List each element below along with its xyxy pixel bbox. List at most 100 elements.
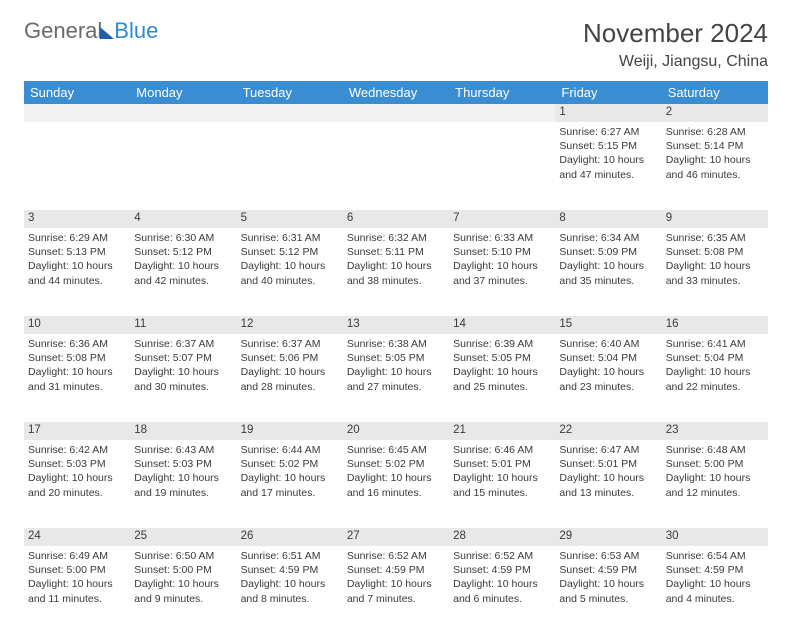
daylight-text: Daylight: 10 hours and 47 minutes. — [559, 153, 657, 181]
daylight-text: Daylight: 10 hours and 22 minutes. — [666, 365, 764, 393]
day-content-cell — [130, 122, 236, 210]
sunrise-text: Sunrise: 6:29 AM — [28, 231, 126, 245]
sunset-text: Sunset: 5:15 PM — [559, 139, 657, 153]
day-content-cell: Sunrise: 6:30 AMSunset: 5:12 PMDaylight:… — [130, 228, 236, 316]
day-number-cell — [449, 104, 555, 122]
day-content-cell: Sunrise: 6:54 AMSunset: 4:59 PMDaylight:… — [662, 546, 768, 634]
day-number-cell: 7 — [449, 210, 555, 228]
day-content-cell: Sunrise: 6:35 AMSunset: 5:08 PMDaylight:… — [662, 228, 768, 316]
sunset-text: Sunset: 5:07 PM — [134, 351, 232, 365]
daylight-text: Daylight: 10 hours and 15 minutes. — [453, 471, 551, 499]
day-content-cell: Sunrise: 6:51 AMSunset: 4:59 PMDaylight:… — [237, 546, 343, 634]
sunrise-text: Sunrise: 6:32 AM — [347, 231, 445, 245]
sunrise-text: Sunrise: 6:33 AM — [453, 231, 551, 245]
day-content-cell: Sunrise: 6:40 AMSunset: 5:04 PMDaylight:… — [555, 334, 661, 422]
daylight-text: Daylight: 10 hours and 28 minutes. — [241, 365, 339, 393]
day-number-row: 3456789 — [24, 210, 768, 228]
sunset-text: Sunset: 5:04 PM — [666, 351, 764, 365]
day-number-row: 12 — [24, 104, 768, 122]
sunset-text: Sunset: 4:59 PM — [347, 563, 445, 577]
day-number-row: 10111213141516 — [24, 316, 768, 334]
weekday-header: Saturday — [662, 81, 768, 104]
day-content-cell: Sunrise: 6:38 AMSunset: 5:05 PMDaylight:… — [343, 334, 449, 422]
day-number-cell: 19 — [237, 422, 343, 440]
daylight-text: Daylight: 10 hours and 25 minutes. — [453, 365, 551, 393]
sunset-text: Sunset: 5:05 PM — [453, 351, 551, 365]
sunrise-text: Sunrise: 6:41 AM — [666, 337, 764, 351]
sunset-text: Sunset: 5:12 PM — [241, 245, 339, 259]
day-content-cell: Sunrise: 6:50 AMSunset: 5:00 PMDaylight:… — [130, 546, 236, 634]
day-number-cell: 9 — [662, 210, 768, 228]
daylight-text: Daylight: 10 hours and 42 minutes. — [134, 259, 232, 287]
daylight-text: Daylight: 10 hours and 27 minutes. — [347, 365, 445, 393]
daylight-text: Daylight: 10 hours and 17 minutes. — [241, 471, 339, 499]
day-content-cell: Sunrise: 6:33 AMSunset: 5:10 PMDaylight:… — [449, 228, 555, 316]
sunrise-text: Sunrise: 6:39 AM — [453, 337, 551, 351]
day-content-cell: Sunrise: 6:29 AMSunset: 5:13 PMDaylight:… — [24, 228, 130, 316]
day-number-cell: 17 — [24, 422, 130, 440]
day-content-cell: Sunrise: 6:42 AMSunset: 5:03 PMDaylight:… — [24, 440, 130, 528]
day-content-cell: Sunrise: 6:52 AMSunset: 4:59 PMDaylight:… — [449, 546, 555, 634]
daylight-text: Daylight: 10 hours and 33 minutes. — [666, 259, 764, 287]
sunset-text: Sunset: 4:59 PM — [241, 563, 339, 577]
sunset-text: Sunset: 5:00 PM — [28, 563, 126, 577]
day-content-cell: Sunrise: 6:49 AMSunset: 5:00 PMDaylight:… — [24, 546, 130, 634]
weekday-header: Thursday — [449, 81, 555, 104]
day-content-cell: Sunrise: 6:37 AMSunset: 5:07 PMDaylight:… — [130, 334, 236, 422]
sunrise-text: Sunrise: 6:28 AM — [666, 125, 764, 139]
day-content-cell: Sunrise: 6:45 AMSunset: 5:02 PMDaylight:… — [343, 440, 449, 528]
weekday-header: Friday — [555, 81, 661, 104]
sunrise-text: Sunrise: 6:40 AM — [559, 337, 657, 351]
sunrise-text: Sunrise: 6:48 AM — [666, 443, 764, 457]
day-content-cell: Sunrise: 6:43 AMSunset: 5:03 PMDaylight:… — [130, 440, 236, 528]
day-content-cell: Sunrise: 6:53 AMSunset: 4:59 PMDaylight:… — [555, 546, 661, 634]
day-content-cell: Sunrise: 6:52 AMSunset: 4:59 PMDaylight:… — [343, 546, 449, 634]
day-number-cell: 16 — [662, 316, 768, 334]
day-number-cell: 1 — [555, 104, 661, 122]
day-number-cell: 6 — [343, 210, 449, 228]
daylight-text: Daylight: 10 hours and 46 minutes. — [666, 153, 764, 181]
day-number-cell: 14 — [449, 316, 555, 334]
daylight-text: Daylight: 10 hours and 44 minutes. — [28, 259, 126, 287]
sunset-text: Sunset: 5:13 PM — [28, 245, 126, 259]
day-number-cell: 29 — [555, 528, 661, 546]
day-number-cell: 28 — [449, 528, 555, 546]
day-number-cell: 15 — [555, 316, 661, 334]
day-number-cell — [237, 104, 343, 122]
sunset-text: Sunset: 5:00 PM — [666, 457, 764, 471]
day-content-cell: Sunrise: 6:47 AMSunset: 5:01 PMDaylight:… — [555, 440, 661, 528]
sunrise-text: Sunrise: 6:53 AM — [559, 549, 657, 563]
brand-logo: General Blue — [24, 18, 158, 44]
weekday-header: Monday — [130, 81, 236, 104]
day-number-cell: 22 — [555, 422, 661, 440]
sunset-text: Sunset: 5:14 PM — [666, 139, 764, 153]
daylight-text: Daylight: 10 hours and 20 minutes. — [28, 471, 126, 499]
daylight-text: Daylight: 10 hours and 19 minutes. — [134, 471, 232, 499]
sunrise-text: Sunrise: 6:37 AM — [241, 337, 339, 351]
sunrise-text: Sunrise: 6:42 AM — [28, 443, 126, 457]
sunset-text: Sunset: 4:59 PM — [559, 563, 657, 577]
sunset-text: Sunset: 5:11 PM — [347, 245, 445, 259]
sunrise-text: Sunrise: 6:51 AM — [241, 549, 339, 563]
day-number-row: 24252627282930 — [24, 528, 768, 546]
sunrise-text: Sunrise: 6:50 AM — [134, 549, 232, 563]
day-content-cell: Sunrise: 6:36 AMSunset: 5:08 PMDaylight:… — [24, 334, 130, 422]
sunrise-text: Sunrise: 6:45 AM — [347, 443, 445, 457]
day-content-cell: Sunrise: 6:41 AMSunset: 5:04 PMDaylight:… — [662, 334, 768, 422]
daylight-text: Daylight: 10 hours and 11 minutes. — [28, 577, 126, 605]
location-label: Weiji, Jiangsu, China — [583, 53, 768, 71]
sunrise-text: Sunrise: 6:31 AM — [241, 231, 339, 245]
day-content-cell: Sunrise: 6:28 AMSunset: 5:14 PMDaylight:… — [662, 122, 768, 210]
day-number-cell: 3 — [24, 210, 130, 228]
sunrise-text: Sunrise: 6:49 AM — [28, 549, 126, 563]
sunrise-text: Sunrise: 6:37 AM — [134, 337, 232, 351]
day-content-cell — [237, 122, 343, 210]
sunset-text: Sunset: 5:03 PM — [134, 457, 232, 471]
day-content-row: Sunrise: 6:42 AMSunset: 5:03 PMDaylight:… — [24, 440, 768, 528]
day-number-cell — [130, 104, 236, 122]
sunrise-text: Sunrise: 6:30 AM — [134, 231, 232, 245]
day-content-cell: Sunrise: 6:27 AMSunset: 5:15 PMDaylight:… — [555, 122, 661, 210]
day-content-cell: Sunrise: 6:46 AMSunset: 5:01 PMDaylight:… — [449, 440, 555, 528]
day-number-cell: 23 — [662, 422, 768, 440]
sunrise-text: Sunrise: 6:52 AM — [453, 549, 551, 563]
